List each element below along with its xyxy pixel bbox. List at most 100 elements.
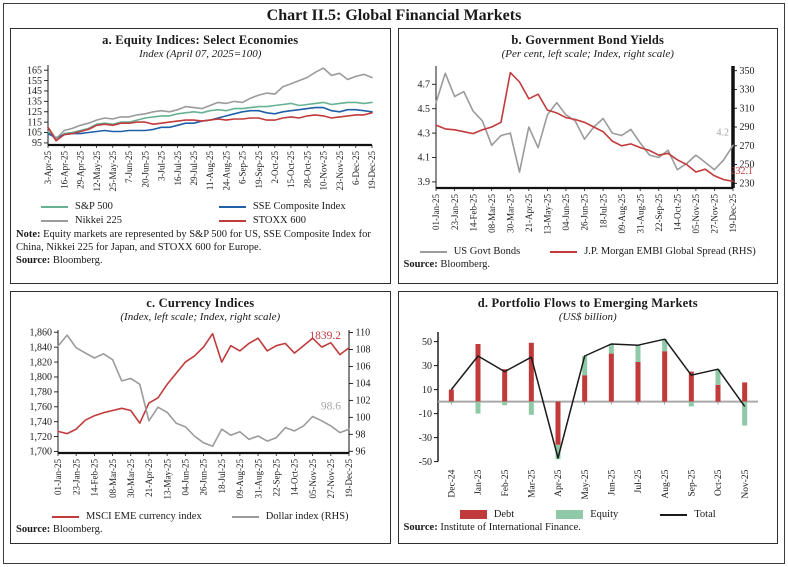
dollar-index-line-swatch [231, 515, 259, 518]
svg-text:104: 104 [356, 379, 371, 390]
svg-text:6-Dec-25: 6-Dec-25 [351, 151, 361, 185]
svg-text:1,720: 1,720 [30, 432, 53, 443]
total-line-swatch [660, 513, 688, 516]
legend-label-msci-eme: MSCI EME currency index [85, 511, 202, 522]
legend-label-sp500: S&P 500 [75, 201, 113, 212]
svg-text:4.3: 4.3 [417, 128, 430, 139]
svg-text:14-Feb-25: 14-Feb-25 [90, 459, 100, 497]
msci-eme-line-swatch [51, 515, 79, 518]
panel-a-title: a. Equity Indices: Select Economies [102, 33, 299, 47]
note-label: Note: [16, 229, 41, 240]
svg-text:270: 270 [739, 141, 754, 152]
svg-text:10-Nov-25: 10-Nov-25 [319, 151, 329, 191]
svg-text:05-Nov-25: 05-Nov-25 [308, 459, 318, 499]
svg-text:22-Sep-25: 22-Sep-25 [654, 194, 664, 232]
svg-text:4.2: 4.2 [716, 128, 729, 139]
legend-item-sp500: S&P 500 [41, 201, 189, 212]
svg-text:27-Nov-25: 27-Nov-25 [326, 459, 336, 499]
svg-text:29-Apr-25: 29-Apr-25 [76, 151, 86, 189]
svg-text:23-Jan-25: 23-Jan-25 [72, 459, 82, 495]
svg-text:Mar-25: Mar-25 [527, 469, 537, 498]
svg-text:13-May-25: 13-May-25 [163, 459, 173, 500]
svg-text:1,820: 1,820 [30, 357, 53, 368]
svg-text:98: 98 [356, 430, 366, 441]
svg-text:28-Oct-25: 28-Oct-25 [303, 151, 313, 188]
svg-text:310: 310 [739, 103, 754, 114]
legend-item-debt: Debt [459, 509, 514, 520]
svg-text:01-Jan-25: 01-Jan-25 [431, 194, 441, 230]
page-title: Chart II.5: Global Financial Markets [266, 7, 522, 24]
svg-text:25-May-25: 25-May-25 [108, 151, 118, 192]
svg-text:2-Oct-25: 2-Oct-25 [270, 151, 280, 184]
panel-c-subtitle: (Index, left scale; Index, right scale) [120, 311, 281, 323]
svg-text:23-Jan-25: 23-Jan-25 [450, 194, 460, 230]
legend-item-us-govt-bonds: US Govt Bonds [419, 246, 520, 257]
panel-d-subtitle: (US$ billion) [558, 311, 617, 323]
svg-text:10: 10 [422, 385, 432, 396]
svg-text:4.7: 4.7 [417, 80, 430, 91]
source-text: Bloomberg. [440, 259, 491, 270]
legend-item-equity: Equity [556, 509, 618, 520]
svg-text:12-May-25: 12-May-25 [92, 151, 102, 192]
svg-text:21-Apr-25: 21-Apr-25 [144, 459, 154, 497]
panel-a-subtitle: Index (April 07, 2025=100) [139, 48, 262, 60]
sp500-line-swatch [41, 205, 69, 208]
svg-text:106: 106 [356, 362, 371, 373]
legend-label-dollar-index: Dollar index (RHS) [265, 511, 349, 522]
svg-text:115: 115 [28, 117, 43, 128]
source-text: Bloomberg. [52, 254, 103, 266]
svg-text:30-Mar-25: 30-Mar-25 [126, 459, 136, 498]
currency-indices-chart: 1,700 1,720 1,740 1,760 1,780 1,800 1,820 1,840… [30, 327, 371, 500]
svg-text:4.5: 4.5 [417, 104, 430, 115]
source-text: Bloomberg. [52, 524, 103, 535]
panel-c-title: c. Currency Indices [146, 296, 255, 310]
bond-yields-chart: 3.9 4.1 4.3 4.5 4.7 230 250 270 290 310 330 350 01-J… [417, 66, 754, 235]
svg-text:21-Apr-25: 21-Apr-25 [524, 194, 534, 232]
svg-text:23-Nov-25: 23-Nov-25 [335, 151, 345, 191]
panel-portfolio-flows: d. Portfolio Flows to Emerging Markets (… [397, 291, 778, 544]
svg-text:1,780: 1,780 [30, 387, 53, 398]
panel-d-title: d. Portfolio Flows to Emerging Markets [477, 296, 698, 310]
svg-text:100: 100 [356, 413, 371, 424]
svg-text:Jan-25: Jan-25 [474, 469, 484, 495]
svg-text:Dec-24: Dec-24 [447, 469, 457, 497]
svg-text:May-25: May-25 [581, 469, 591, 499]
portfolio-flows-chart: 50 30 10 -10 -30 -50 Dec-24 Jan-25 Feb-25 Mar-25 A… [418, 332, 758, 500]
svg-text:18-Jul-25: 18-Jul-25 [598, 194, 608, 229]
panel-b-title: b. Government Bond Yields [511, 33, 665, 47]
svg-text:105: 105 [27, 128, 42, 139]
svg-text:7-Jun-25: 7-Jun-25 [124, 151, 134, 183]
source-label: Source: [16, 524, 51, 535]
svg-text:29-Jul-25: 29-Jul-25 [189, 151, 199, 186]
source-label: Source: [403, 259, 438, 270]
svg-text:Apr-25: Apr-25 [554, 469, 564, 496]
svg-text:04-Jun-25: 04-Jun-25 [181, 459, 191, 496]
panel-bond-yields: b. Government Bond Yields (Per cent, lef… [397, 28, 778, 284]
equity-bar-swatch [556, 510, 584, 519]
svg-text:Nov-25: Nov-25 [741, 469, 751, 498]
panel-a-legend: S&P 500 SSE Composite Index Nikkei 225 S… [16, 201, 385, 226]
svg-text:14-Oct-25: 14-Oct-25 [672, 194, 682, 231]
svg-text:16-Apr-25: 16-Apr-25 [60, 151, 70, 189]
svg-text:27-Nov-25: 27-Nov-25 [709, 194, 719, 234]
svg-text:20-Jun-25: 20-Jun-25 [141, 151, 151, 188]
svg-text:01-Jan-25: 01-Jan-25 [53, 459, 63, 495]
svg-text:3-Apr-25: 3-Apr-25 [43, 151, 53, 185]
panel-b-source: Source: Bloomberg. [404, 259, 773, 272]
svg-text:98.6: 98.6 [321, 401, 341, 413]
svg-text:102: 102 [356, 396, 371, 407]
svg-text:3-Jul-25: 3-Jul-25 [157, 151, 167, 181]
svg-text:290: 290 [739, 122, 754, 133]
svg-text:-10: -10 [418, 409, 431, 420]
svg-text:145: 145 [27, 86, 42, 97]
svg-text:30: 30 [422, 361, 432, 372]
svg-text:6-Sep-25: 6-Sep-25 [238, 151, 248, 184]
panel-c-source: Source: Bloomberg. [16, 524, 385, 537]
svg-text:230: 230 [739, 179, 754, 190]
svg-text:24-Aug-25: 24-Aug-25 [222, 151, 232, 191]
svg-text:232.1: 232.1 [730, 166, 753, 177]
svg-text:1,760: 1,760 [30, 402, 53, 413]
svg-text:08-Mar-25: 08-Mar-25 [487, 194, 497, 233]
svg-text:165: 165 [27, 65, 42, 76]
